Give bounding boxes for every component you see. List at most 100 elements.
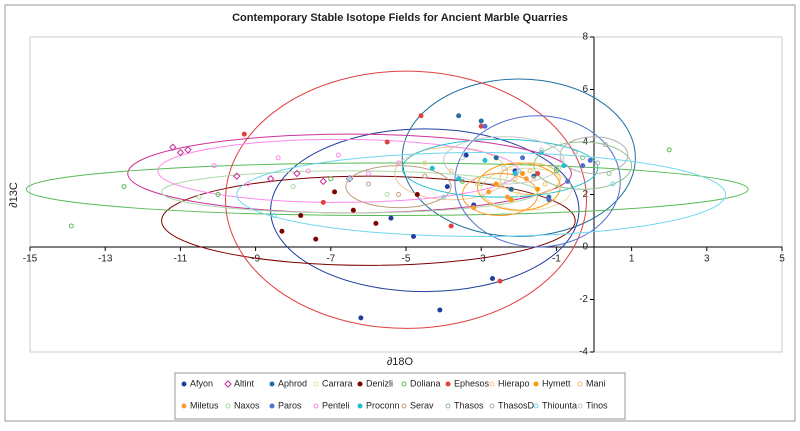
field-ellipse	[225, 70, 587, 329]
field-ellipse	[559, 136, 629, 174]
point	[437, 307, 443, 313]
x-tick-label: 1	[629, 254, 635, 265]
legend-label: Afyon	[190, 378, 213, 388]
legend-marker	[313, 403, 319, 409]
point	[463, 152, 469, 158]
point	[546, 197, 552, 203]
point	[572, 150, 578, 155]
point	[527, 168, 533, 174]
field-ellipse	[443, 136, 565, 185]
point	[441, 194, 447, 200]
point	[531, 176, 537, 182]
legend-marker	[269, 381, 275, 387]
legend-label: Carrara	[322, 378, 353, 388]
legend-label: Serav	[410, 400, 434, 410]
x-tick-label: -15	[23, 254, 38, 265]
point	[501, 165, 507, 171]
plot-area	[29, 36, 783, 353]
legend-label: Ephesos	[454, 378, 490, 388]
point	[516, 192, 522, 197]
point	[535, 171, 541, 176]
y-tick-label: -4	[579, 347, 588, 358]
legend-marker	[489, 381, 495, 387]
point	[350, 207, 356, 213]
point	[580, 163, 586, 169]
point	[211, 163, 217, 169]
point	[365, 181, 371, 187]
point	[610, 181, 616, 187]
point	[422, 160, 428, 166]
x-axis-label: ∂18O	[387, 356, 414, 368]
legend-label: Miletus	[190, 400, 219, 410]
field-ellipse	[161, 175, 576, 266]
point	[319, 177, 327, 186]
x-tick-label: -9	[251, 254, 260, 265]
legend-label: Doliana	[410, 378, 441, 388]
point	[121, 184, 127, 190]
point	[332, 189, 338, 195]
point	[169, 143, 177, 151]
point	[305, 168, 311, 174]
point	[422, 173, 428, 179]
point	[456, 176, 462, 182]
legend	[174, 372, 626, 420]
point	[358, 315, 364, 321]
point	[215, 192, 221, 197]
point	[365, 171, 371, 176]
x-tick-label: 5	[779, 254, 785, 265]
point	[561, 163, 567, 169]
point	[233, 172, 241, 180]
point	[508, 197, 514, 203]
legend-marker	[577, 403, 583, 409]
legend-marker	[445, 403, 451, 409]
point	[471, 205, 477, 211]
y-axis-label: ∂13C	[8, 182, 20, 208]
legend-label: Tinos	[586, 400, 608, 410]
point	[384, 192, 390, 197]
point	[512, 176, 518, 182]
point	[565, 178, 571, 184]
legend-label: Aphrod	[278, 378, 307, 388]
point	[516, 168, 522, 174]
point	[196, 194, 202, 200]
point	[290, 184, 296, 190]
point	[459, 155, 465, 161]
point	[602, 142, 608, 148]
legend-label: Penteli	[322, 400, 350, 410]
point	[520, 155, 526, 161]
x-tick-label: -1	[552, 254, 561, 265]
point	[429, 165, 435, 171]
point	[241, 131, 247, 137]
point	[444, 184, 450, 190]
legend-marker	[445, 381, 451, 387]
x-tick-label: -5	[402, 254, 411, 265]
legend-label: Proconn	[366, 400, 400, 410]
x-tick-label: -3	[477, 254, 486, 265]
field-ellipse	[161, 170, 539, 214]
legend-label: Denizli	[366, 378, 393, 388]
legend-label: Hymett	[542, 378, 571, 388]
point	[271, 213, 277, 218]
point	[459, 178, 465, 184]
point	[606, 171, 612, 176]
legend-label: Mani	[586, 378, 606, 388]
point	[414, 192, 420, 197]
point	[482, 157, 488, 163]
x-tick-label: -11	[174, 254, 188, 265]
legend-marker	[181, 381, 187, 387]
legend-marker	[401, 381, 407, 387]
y-tick-label: 2	[582, 189, 588, 200]
point	[587, 157, 593, 163]
point	[666, 147, 672, 153]
point	[298, 213, 304, 218]
legend-marker	[269, 403, 275, 409]
point	[493, 155, 499, 161]
point	[535, 186, 541, 192]
legend-marker	[225, 403, 231, 409]
point	[497, 184, 503, 190]
point	[320, 199, 326, 205]
x-tick-label: -13	[98, 254, 113, 265]
point	[275, 155, 281, 161]
legend-marker	[533, 403, 539, 409]
